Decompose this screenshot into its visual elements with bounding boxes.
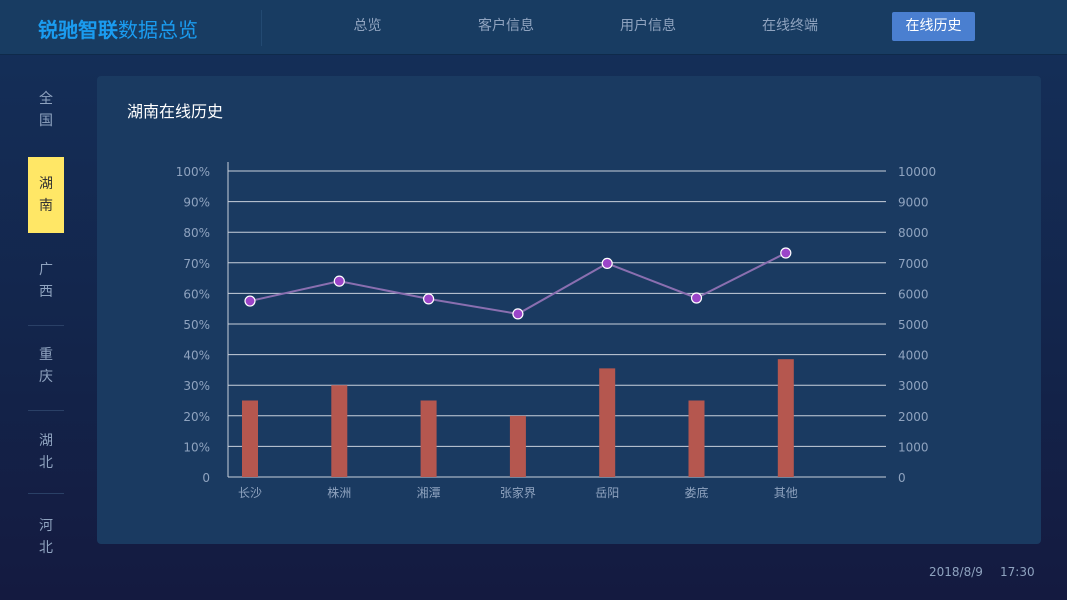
right-tick-label: 5000 <box>898 318 929 332</box>
line-point <box>512 308 524 320</box>
right-tick-label: 7000 <box>898 257 929 271</box>
logo: 锐驰智联数据总览 <box>38 14 198 43</box>
line-point <box>690 292 703 304</box>
left-tick-label: 60% <box>183 287 210 301</box>
nav-user-info[interactable]: 用户信息 <box>620 18 676 34</box>
left-tick-label: 90% <box>183 196 210 210</box>
nav-customer-info[interactable]: 客户信息 <box>478 18 534 34</box>
bar <box>420 400 437 477</box>
sidebar-item-chongqing[interactable]: 重庆 <box>28 344 64 388</box>
panel-title: 湖南在线历史 <box>127 102 224 121</box>
left-tick-label: 20% <box>183 410 210 424</box>
sidebar-separator <box>28 410 64 411</box>
bar <box>599 368 616 477</box>
divider <box>261 10 262 46</box>
right-tick-label: 8000 <box>898 226 929 240</box>
bar <box>242 400 258 477</box>
footer-time: 17:30 <box>1000 565 1035 579</box>
right-tick-label: 2000 <box>898 410 929 424</box>
line-point <box>601 257 613 270</box>
sidebar-item-national[interactable]: 全国 <box>28 88 64 132</box>
sidebar-item-hunan[interactable]: 湖南 <box>28 157 64 233</box>
sidebar-label: 湖南 <box>39 176 53 214</box>
bar <box>777 359 794 477</box>
left-tick-label: 50% <box>183 318 210 332</box>
nav-online-history[interactable]: 在线历史 <box>892 12 975 41</box>
left-tick-label: 30% <box>183 379 210 393</box>
line-point <box>423 293 435 305</box>
left-tick-label: 0 <box>202 471 210 485</box>
right-tick-label: 4000 <box>898 349 929 363</box>
line-point <box>780 247 792 259</box>
left-tick-label: 80% <box>183 226 210 240</box>
sidebar-item-hubei[interactable]: 湖北 <box>28 430 64 474</box>
sidebar-item-guangxi[interactable]: 广西 <box>28 259 64 303</box>
x-tick-label: 株洲 <box>327 485 351 500</box>
sidebar-separator <box>28 325 64 326</box>
x-tick-label: 湘潭 <box>417 485 441 500</box>
x-tick-label: 张家界 <box>500 485 536 500</box>
line-point <box>333 275 345 287</box>
nav-overview[interactable]: 总览 <box>353 18 382 34</box>
right-tick-label: 1000 <box>898 440 929 454</box>
x-tick-label: 长沙 <box>238 486 262 500</box>
right-tick-label: 6000 <box>898 287 929 301</box>
sidebar-label: 湖北 <box>39 433 53 471</box>
sidebar-separator <box>28 493 64 494</box>
x-tick-label: 娄底 <box>684 485 708 500</box>
left-tick-label: 10% <box>183 440 210 454</box>
x-tick-label: 其他 <box>774 486 798 500</box>
logo-rest: 数据总览 <box>118 18 198 42</box>
x-tick-label: 岳阳 <box>595 486 619 500</box>
bar <box>509 415 526 477</box>
right-tick-label: 9000 <box>898 196 929 210</box>
right-tick-label: 0 <box>898 471 906 485</box>
line-point <box>244 295 256 307</box>
left-tick-label: 100% <box>176 165 210 179</box>
bar <box>688 400 705 477</box>
bar <box>331 385 348 477</box>
series-line <box>249 252 787 315</box>
right-tick-label: 10000 <box>898 165 936 179</box>
footer-date: 2018/8/9 <box>929 565 983 579</box>
sidebar-label: 河北 <box>39 518 53 556</box>
left-tick-label: 70% <box>183 257 210 271</box>
top-bar: 锐驰智联数据总览 总览 客户信息 用户信息 在线终端 在线历史 <box>0 0 1067 55</box>
sidebar-label: 全国 <box>39 91 53 129</box>
left-tick-label: 40% <box>183 349 210 363</box>
sidebar-label: 广西 <box>39 262 53 300</box>
right-tick-label: 3000 <box>898 379 929 393</box>
logo-bold: 锐驰智联 <box>38 18 118 42</box>
sidebar-label: 重庆 <box>39 347 53 385</box>
nav-online-terminal[interactable]: 在线终端 <box>762 18 818 34</box>
sidebar-item-hebei[interactable]: 河北 <box>28 515 64 559</box>
